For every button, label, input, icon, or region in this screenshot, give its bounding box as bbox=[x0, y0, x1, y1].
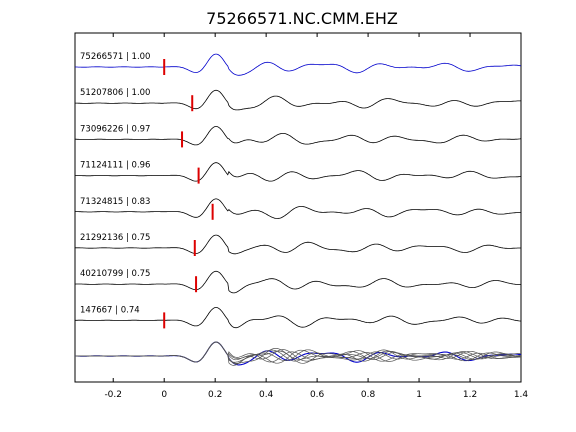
stack-overlay bbox=[74, 341, 522, 366]
trace-8: 147667 | 0.74 bbox=[75, 305, 522, 329]
plot-frame bbox=[74, 32, 522, 383]
x-tick-label: 0.6 bbox=[310, 390, 325, 400]
waveform-line bbox=[75, 126, 522, 146]
x-tick-label: -0.2 bbox=[104, 390, 122, 400]
waveform-line bbox=[74, 270, 522, 294]
trace-label: 75266571 | 1.00 bbox=[80, 52, 150, 62]
waveform-line bbox=[75, 89, 521, 111]
x-tick-label: 1 bbox=[416, 390, 422, 400]
trace-3: 73096226 | 0.97 bbox=[75, 124, 522, 148]
x-tick-label: 0.2 bbox=[208, 390, 222, 400]
trace-1: 75266571 | 1.00 bbox=[74, 52, 522, 76]
trace-7: 40210799 | 0.75 bbox=[74, 269, 522, 294]
trace-label: 73096226 | 0.97 bbox=[80, 124, 150, 134]
waveform-line bbox=[74, 53, 522, 76]
x-tick-label: 1.2 bbox=[463, 390, 477, 400]
trace-label: 21292136 | 0.75 bbox=[80, 233, 150, 243]
trace-label: 71324815 | 0.83 bbox=[80, 197, 150, 207]
trace-4: 71124111 | 0.96 bbox=[75, 161, 522, 184]
x-tick-label: 0 bbox=[161, 390, 167, 400]
trace-6: 21292136 | 0.75 bbox=[75, 233, 521, 256]
trace-label: 71124111 | 0.96 bbox=[80, 161, 150, 171]
traces-layer: 75266571 | 1.00 51207806 | 1.00 73096226 |… bbox=[74, 52, 522, 329]
x-tick-label: 1.4 bbox=[514, 390, 529, 400]
waveform-line bbox=[75, 198, 521, 219]
trace-label: 51207806 | 1.00 bbox=[80, 88, 150, 98]
stack-waveform bbox=[75, 341, 522, 365]
waveform-line bbox=[75, 307, 522, 329]
x-tick-label: 0.4 bbox=[259, 390, 274, 400]
trace-2: 51207806 | 1.00 bbox=[75, 88, 521, 112]
x-tick-label: 0.8 bbox=[361, 390, 376, 400]
trace-5: 71324815 | 0.83 bbox=[75, 197, 521, 220]
x-axis: -0.2 0 0.2 0.4 0.6 0.8 1 1.2 1.4 bbox=[104, 33, 528, 400]
waveform-line bbox=[75, 162, 522, 182]
trace-label: 40210799 | 0.75 bbox=[80, 269, 150, 279]
chart-title: 75266571.NC.CMM.EHZ bbox=[206, 9, 398, 28]
trace-label: 147667 | 0.74 bbox=[80, 305, 140, 315]
waveform-line bbox=[75, 234, 521, 255]
